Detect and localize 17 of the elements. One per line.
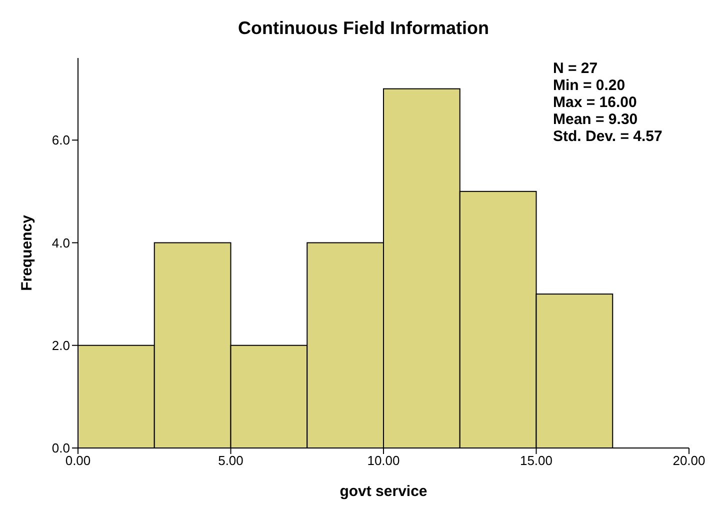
y-axis-title: Frequency [18, 214, 36, 291]
x-tick-label: 5.00 [218, 453, 244, 468]
y-tick-label: 6.0 [52, 132, 70, 148]
x-axis-title: govt service [340, 483, 428, 500]
x-tick-label: 20.00 [672, 453, 706, 468]
text: Mean = 9.30 [553, 111, 638, 128]
text: Max = 16.00 [553, 94, 637, 111]
text: N = 27 [553, 60, 598, 77]
x-tick-label: 0.00 [65, 453, 91, 468]
x-tick-label: 10.00 [367, 453, 400, 468]
chart-title: Continuous Field Information [237, 18, 490, 39]
text: Min = 0.20 [553, 77, 626, 94]
y-tick-label: 4.0 [52, 235, 70, 250]
x-tick-label: 15.00 [520, 453, 553, 468]
text: Std. Dev. = 4.57 [553, 128, 662, 145]
y-tick-label: 0.0 [52, 440, 70, 456]
y-tick-label: 2.0 [52, 338, 70, 353]
